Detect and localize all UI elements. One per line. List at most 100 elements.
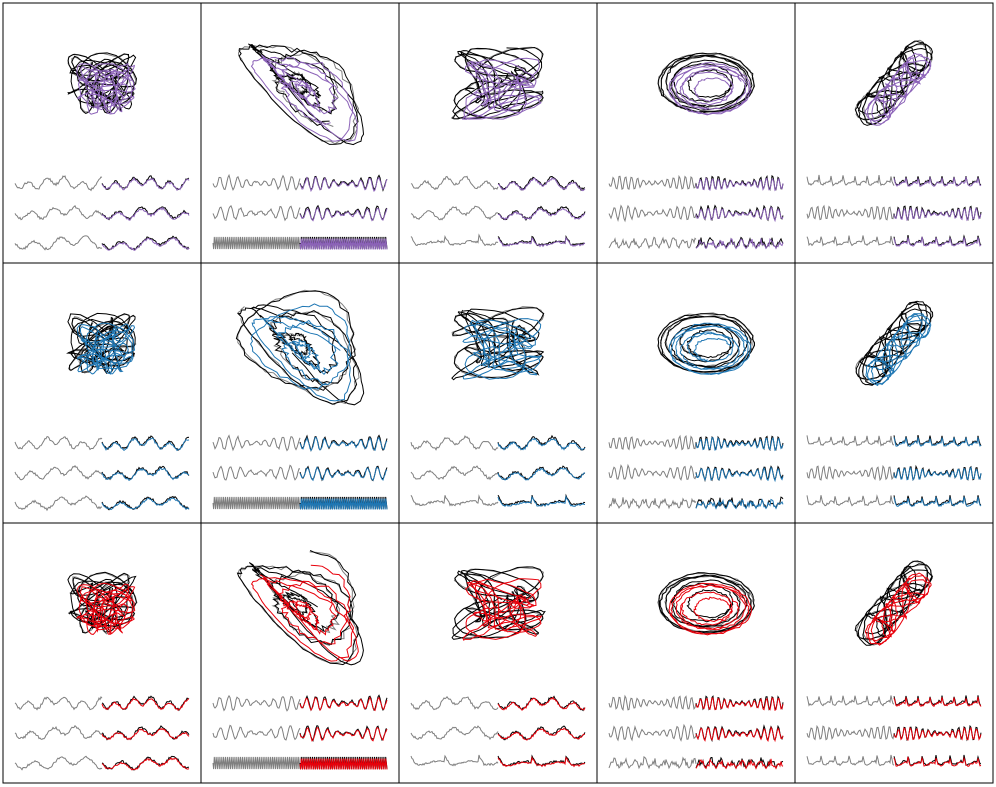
trace-context-2: [14, 464, 103, 481]
trace-forecast-3: [695, 758, 784, 770]
trace-forecast-1: [101, 697, 190, 711]
trace-forecast-1: [893, 437, 982, 447]
trace-forecast-1: [695, 177, 784, 192]
trace-forecast-3: [497, 495, 586, 507]
trace-context-1: [212, 694, 301, 712]
panel-row-1-system-2: [200, 2, 400, 264]
trace-context-3: [608, 756, 697, 770]
trace-forecast-2: [695, 726, 784, 743]
trace-context-2: [806, 464, 895, 482]
trace-forecast-1: [695, 697, 784, 712]
trace-context-2: [212, 464, 301, 481]
trace-truth-3: [101, 235, 190, 251]
trace-forecast-1: [498, 177, 586, 192]
trace-context-3: [608, 497, 697, 510]
trace-context-1: [14, 175, 103, 192]
trace-context-3: [212, 236, 301, 250]
panel-frame: [2, 522, 202, 784]
panel-row-3-system-3: [398, 522, 598, 784]
panel-row-3-system-2: [200, 522, 400, 784]
trace-truth-3: [101, 495, 190, 511]
trace-forecast-1: [101, 437, 190, 452]
panel-frame: [200, 522, 400, 784]
trace-context-3: [14, 235, 103, 251]
trace-context-3: [410, 494, 499, 507]
attractor-truth-line: [854, 560, 933, 646]
attractor-truth-line: [236, 550, 364, 666]
trace-forecast-3: [299, 238, 388, 250]
trace-context-1: [608, 434, 697, 451]
trace-forecast-2: [101, 727, 190, 741]
trace-forecast-3: [695, 498, 784, 510]
trace-forecast-1: [101, 176, 190, 192]
trace-truth-2: [497, 725, 586, 741]
trace-forecast-3: [101, 237, 190, 251]
trace-forecast-3: [497, 755, 586, 768]
trace-context-1: [806, 174, 895, 187]
attractor-forecast-line: [668, 61, 752, 116]
trace-context-2: [212, 724, 301, 741]
trace-forecast-3: [893, 236, 982, 248]
panel-row-3-system-1: [2, 522, 202, 784]
trace-forecast-1: [893, 176, 982, 187]
attractor-truth-line: [855, 300, 934, 386]
attractor-truth-line: [854, 40, 934, 126]
panel-row-3-system-4: [596, 522, 796, 784]
attractor-forecast-line: [864, 52, 932, 126]
trace-context-3: [806, 754, 895, 767]
trace-context-1: [410, 435, 499, 451]
trace-context-3: [212, 496, 301, 510]
panel-row-1-system-4: [596, 2, 796, 264]
attractor-forecast-line: [76, 62, 136, 115]
trace-forecast-3: [893, 756, 982, 768]
trace-truth-2: [497, 465, 586, 481]
trace-truth-3: [695, 496, 784, 510]
attractor-forecast-line: [864, 572, 932, 646]
trace-forecast-1: [497, 437, 586, 451]
trace-forecast-2: [101, 206, 190, 221]
trace-forecast-2: [497, 467, 586, 481]
trace-context-3: [608, 236, 697, 250]
trace-forecast-1: [695, 436, 784, 452]
panel-row-2-system-3: [398, 262, 598, 524]
trace-truth-1: [101, 435, 190, 451]
panel-row-1-system-1: [2, 2, 202, 264]
trace-context-2: [212, 204, 301, 222]
attractor-truth-line: [67, 571, 137, 634]
panel-frame: [794, 2, 994, 264]
trace-forecast-2: [299, 727, 388, 742]
trace-forecast-2: [498, 207, 586, 221]
attractor-forecast-line: [462, 578, 543, 641]
attractor-forecast-line: [668, 582, 752, 636]
attractor-truth-line: [657, 313, 755, 373]
attractor-truth-line: [451, 46, 544, 120]
trace-context-3: [410, 754, 499, 767]
trace-context-2: [806, 724, 895, 741]
panel-frame: [596, 262, 796, 524]
trace-truth-3: [497, 493, 586, 507]
panel-row-3-system-5: [794, 522, 994, 784]
panel-row-1-system-3: [398, 2, 598, 264]
trace-context-1: [608, 694, 697, 712]
trace-context-1: [212, 173, 301, 192]
trace-forecast-3: [299, 498, 388, 510]
trace-context-2: [410, 205, 499, 221]
attractor-forecast-line: [865, 313, 932, 387]
panel-frame: [794, 522, 994, 784]
trace-context-2: [410, 725, 499, 741]
trace-truth-3: [101, 755, 189, 771]
trace-forecast-1: [299, 696, 388, 712]
trace-forecast-1: [497, 696, 586, 711]
trace-context-2: [608, 463, 697, 481]
trace-context-3: [14, 755, 103, 771]
trace-context-2: [410, 465, 499, 481]
trace-forecast-2: [893, 206, 982, 222]
trace-context-2: [14, 205, 103, 221]
trace-context-2: [608, 204, 697, 223]
trace-context-1: [14, 436, 103, 451]
panel-frame: [398, 262, 598, 524]
trace-forecast-3: [299, 758, 388, 770]
trace-forecast-1: [299, 436, 388, 452]
